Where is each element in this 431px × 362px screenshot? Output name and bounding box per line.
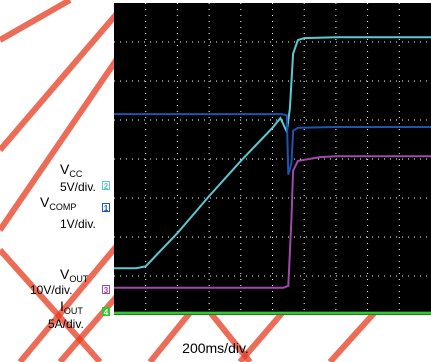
- watermark-stroke: [0, 8, 123, 152]
- channel-1-marker: 1: [102, 203, 110, 213]
- iout-scale-label: 5A/div.: [48, 317, 84, 331]
- channel-3-marker: 3: [102, 285, 110, 295]
- trace-channel-2: [114, 36, 431, 270]
- oscilloscope-plot: [114, 3, 431, 315]
- watermark-stroke: [0, 0, 72, 43]
- trace-channel-3: [114, 155, 431, 289]
- vcc-label: VCC: [60, 161, 83, 179]
- watermark-stroke: [0, 248, 103, 362]
- channel-4-marker: 4: [102, 307, 110, 317]
- channel-2-marker: 2: [102, 181, 110, 191]
- traces: [114, 36, 431, 315]
- watermark-stroke: [17, 228, 133, 362]
- vcomp-label: VCOMP: [40, 194, 77, 212]
- trace-channel-1: [114, 113, 431, 175]
- vout-label: VOUT: [60, 266, 89, 284]
- vout-scale-label: 10V/div.: [30, 283, 73, 297]
- watermark-stroke: [0, 38, 133, 232]
- iout-label: IOUT: [60, 298, 83, 316]
- timebase-label: 200ms/div.: [182, 340, 249, 356]
- vcomp-scale-label: 1V/div.: [60, 217, 96, 231]
- vcc-scale-label: 5V/div.: [60, 180, 96, 194]
